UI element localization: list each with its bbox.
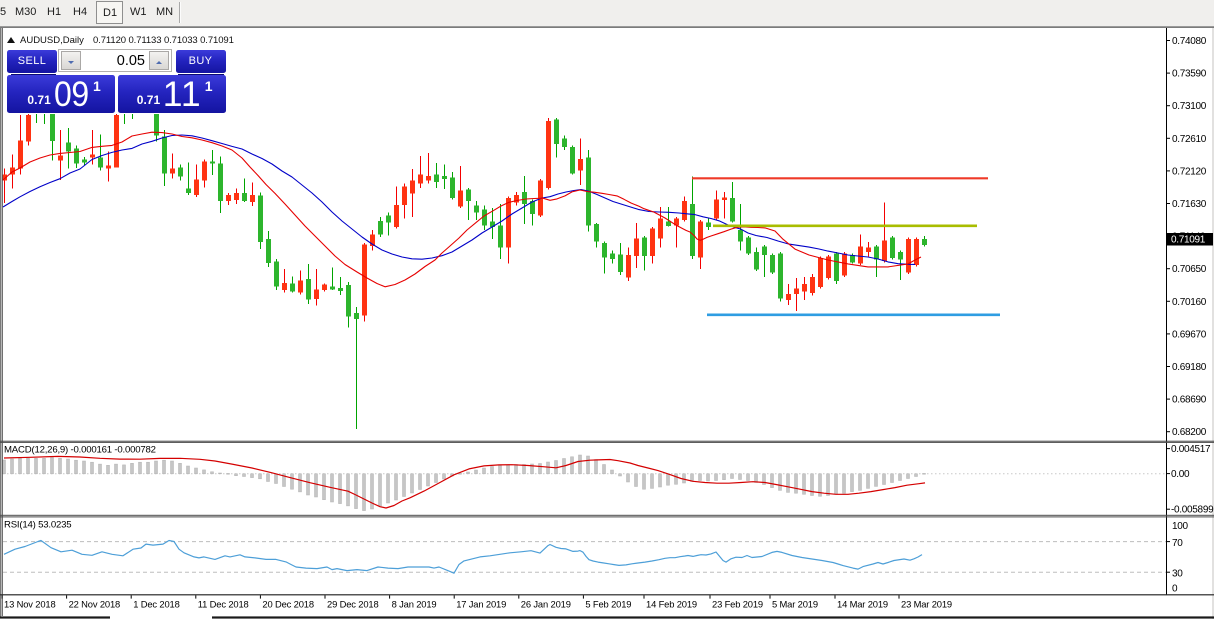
svg-text:17 Jan 2019: 17 Jan 2019 [456,599,506,610]
svg-text:70: 70 [1172,538,1183,549]
svg-text:0: 0 [1172,584,1178,595]
svg-text:20 Dec 2018: 20 Dec 2018 [262,599,314,610]
svg-text:MACD(12,26,9) -0.000161 -0.000: MACD(12,26,9) -0.000161 -0.000782 [4,445,156,456]
svg-text:0.72610: 0.72610 [1172,134,1207,145]
svg-text:0.74080: 0.74080 [1172,36,1207,47]
svg-text:0.72120: 0.72120 [1172,166,1207,177]
svg-text:13 Nov 2018: 13 Nov 2018 [4,599,56,610]
svg-text:29 Dec 2018: 29 Dec 2018 [327,599,379,610]
svg-text:14 Mar 2019: 14 Mar 2019 [837,599,888,610]
svg-text:5 Mar 2019: 5 Mar 2019 [772,599,818,610]
svg-text:0.71091: 0.71091 [1171,235,1206,246]
svg-text:30: 30 [1172,569,1183,580]
svg-text:0.71630: 0.71630 [1172,199,1207,210]
svg-text:0.73590: 0.73590 [1172,69,1207,80]
svg-text:0.73100: 0.73100 [1172,101,1207,112]
svg-text:100: 100 [1172,521,1189,532]
svg-text:26 Jan 2019: 26 Jan 2019 [521,599,571,610]
svg-text:RSI(14) 53.0235: RSI(14) 53.0235 [4,520,71,531]
svg-text:0.69180: 0.69180 [1172,362,1207,373]
svg-text:8 Jan 2019: 8 Jan 2019 [392,599,437,610]
svg-text:-0.005899: -0.005899 [1171,505,1214,516]
svg-text:0.68690: 0.68690 [1172,395,1207,406]
svg-text:23 Feb 2019: 23 Feb 2019 [712,599,763,610]
svg-text:0.70650: 0.70650 [1172,264,1207,275]
svg-text:0.69670: 0.69670 [1172,329,1207,340]
svg-text:0.68200: 0.68200 [1172,427,1207,438]
svg-text:0.004517: 0.004517 [1171,444,1211,455]
svg-text:0.70160: 0.70160 [1172,297,1207,308]
svg-text:22 Nov 2018: 22 Nov 2018 [69,599,121,610]
svg-text:1 Dec 2018: 1 Dec 2018 [133,599,179,610]
svg-text:0.00: 0.00 [1171,469,1190,480]
svg-text:5 Feb 2019: 5 Feb 2019 [585,599,631,610]
svg-text:14 Feb 2019: 14 Feb 2019 [646,599,697,610]
svg-text:23 Mar 2019: 23 Mar 2019 [901,599,952,610]
svg-text:11 Dec 2018: 11 Dec 2018 [198,599,249,610]
